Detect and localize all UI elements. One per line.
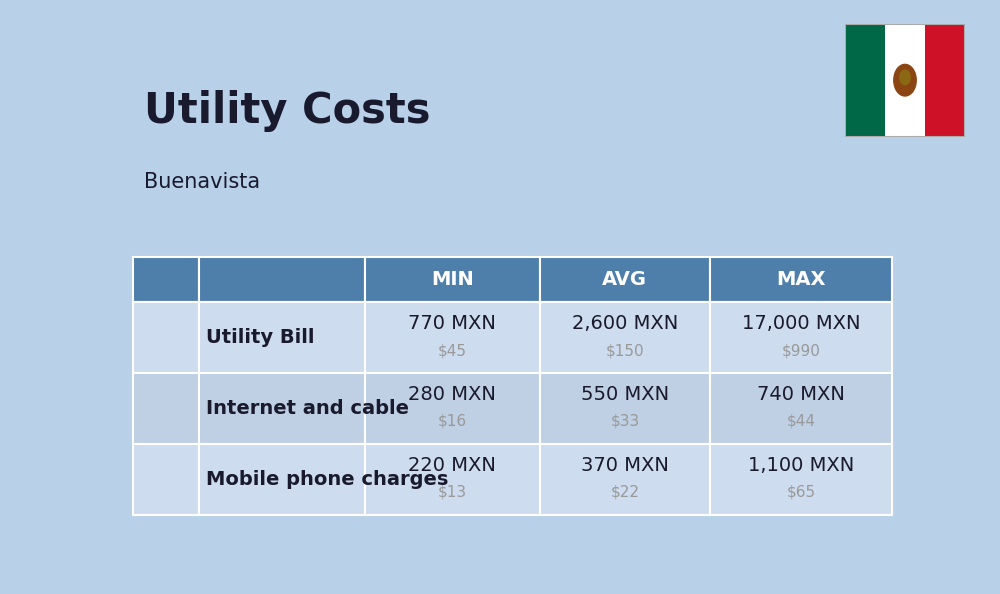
- Text: 550 MXN: 550 MXN: [581, 386, 669, 405]
- Bar: [199, 302, 365, 373]
- Text: 2,600 MXN: 2,600 MXN: [572, 314, 678, 333]
- Text: Utility Costs: Utility Costs: [144, 90, 431, 132]
- Bar: [540, 444, 710, 515]
- Text: $150: $150: [606, 343, 644, 358]
- Text: $44: $44: [787, 414, 816, 429]
- Text: $45: $45: [438, 343, 467, 358]
- Bar: [133, 373, 199, 444]
- Circle shape: [894, 64, 916, 96]
- Text: Mobile phone charges: Mobile phone charges: [206, 470, 449, 489]
- Text: 17,000 MXN: 17,000 MXN: [742, 314, 860, 333]
- Bar: [199, 373, 365, 444]
- Bar: [710, 444, 892, 515]
- Circle shape: [900, 70, 910, 85]
- Text: 740 MXN: 740 MXN: [757, 386, 845, 405]
- Text: MIN: MIN: [431, 270, 474, 289]
- Text: $33: $33: [610, 414, 640, 429]
- Bar: [199, 257, 365, 302]
- Bar: [365, 302, 540, 373]
- Text: 770 MXN: 770 MXN: [409, 314, 496, 333]
- Text: $13: $13: [438, 485, 467, 500]
- Text: 370 MXN: 370 MXN: [581, 456, 669, 475]
- Text: AVG: AVG: [602, 270, 647, 289]
- Bar: [710, 302, 892, 373]
- Text: $990: $990: [782, 343, 821, 358]
- Bar: [925, 24, 965, 137]
- Bar: [133, 302, 199, 373]
- Bar: [540, 302, 710, 373]
- Bar: [710, 257, 892, 302]
- Bar: [365, 257, 540, 302]
- Text: Buenavista: Buenavista: [144, 172, 260, 192]
- Bar: [365, 373, 540, 444]
- Bar: [133, 444, 199, 515]
- Text: 220 MXN: 220 MXN: [409, 456, 496, 475]
- Text: $65: $65: [787, 485, 816, 500]
- Text: $16: $16: [438, 414, 467, 429]
- Bar: [710, 373, 892, 444]
- Bar: [133, 257, 199, 302]
- Bar: [845, 24, 885, 137]
- Text: $22: $22: [610, 485, 639, 500]
- Bar: [199, 444, 365, 515]
- Bar: [540, 373, 710, 444]
- Text: 1,100 MXN: 1,100 MXN: [748, 456, 854, 475]
- Bar: [885, 24, 925, 137]
- Bar: [365, 444, 540, 515]
- Text: Utility Bill: Utility Bill: [206, 328, 315, 347]
- Text: MAX: MAX: [776, 270, 826, 289]
- Text: 280 MXN: 280 MXN: [409, 386, 496, 405]
- Bar: [540, 257, 710, 302]
- Text: Internet and cable: Internet and cable: [206, 399, 409, 418]
